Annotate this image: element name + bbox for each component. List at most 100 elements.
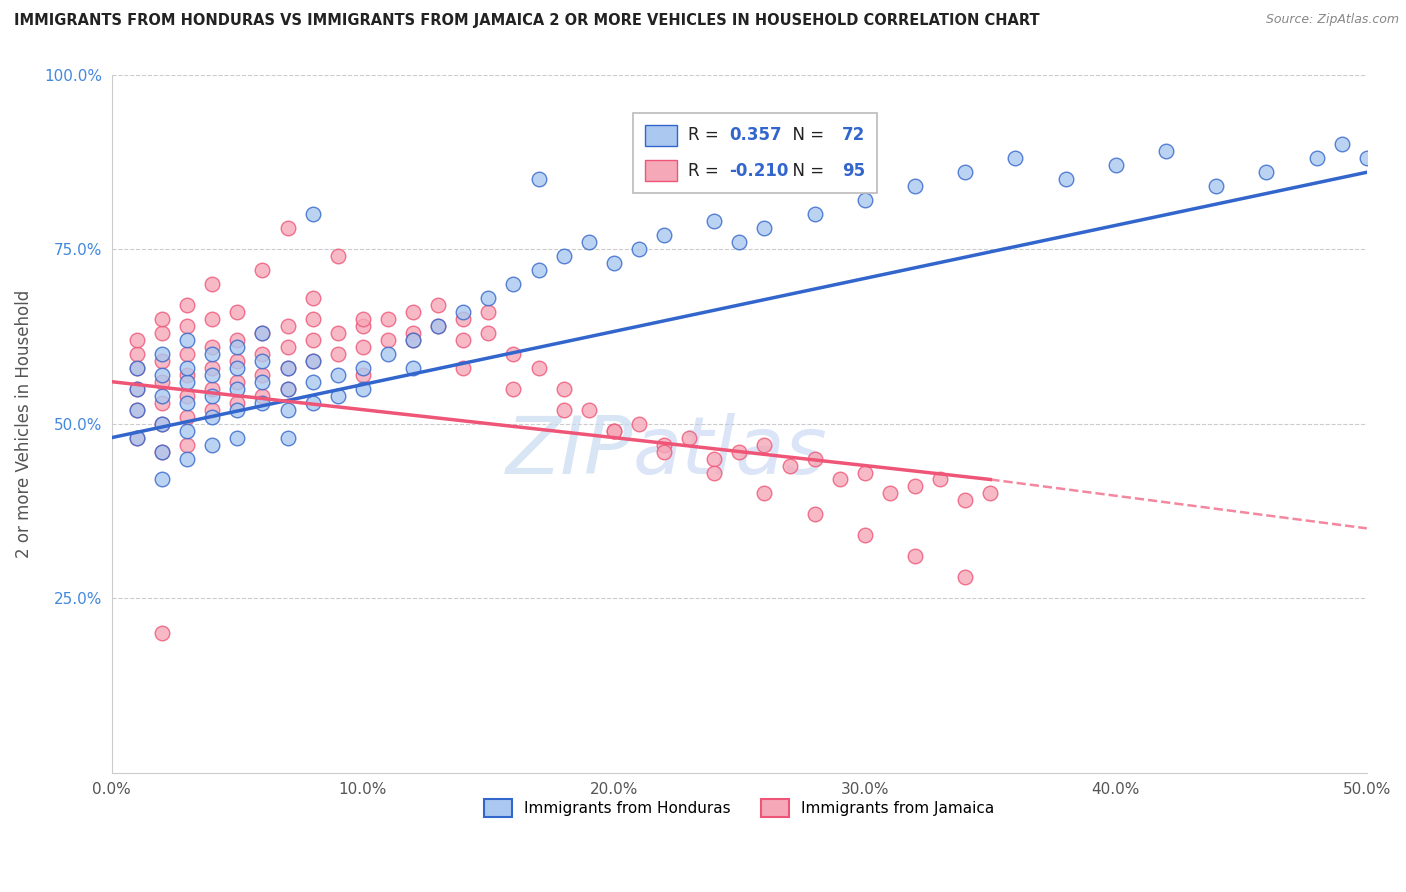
Point	[201, 437, 224, 451]
Point	[176, 360, 198, 375]
Point	[603, 424, 626, 438]
Point	[652, 444, 675, 458]
Point	[277, 221, 299, 235]
Point	[502, 277, 524, 291]
Point	[1355, 151, 1378, 165]
Point	[728, 444, 751, 458]
Point	[176, 424, 198, 438]
Point	[703, 214, 725, 228]
Point	[301, 353, 323, 368]
Text: N =: N =	[782, 127, 830, 145]
Point	[201, 402, 224, 417]
Point	[803, 207, 825, 221]
Point	[226, 340, 249, 354]
Point	[1105, 158, 1128, 172]
Text: Source: ZipAtlas.com: Source: ZipAtlas.com	[1265, 13, 1399, 27]
Point	[252, 347, 274, 361]
Point	[427, 318, 450, 333]
Text: N =: N =	[782, 161, 830, 179]
Y-axis label: 2 or more Vehicles in Household: 2 or more Vehicles in Household	[15, 290, 32, 558]
Point	[853, 466, 876, 480]
Point	[803, 508, 825, 522]
Point	[150, 473, 173, 487]
Point	[226, 333, 249, 347]
Point	[226, 395, 249, 409]
Point	[955, 165, 977, 179]
Point	[703, 466, 725, 480]
Point	[252, 389, 274, 403]
Point	[226, 431, 249, 445]
FancyBboxPatch shape	[645, 161, 676, 181]
Point	[553, 249, 575, 263]
Point	[477, 291, 499, 305]
Point	[201, 409, 224, 424]
Point	[201, 368, 224, 382]
Point	[252, 375, 274, 389]
Point	[904, 549, 927, 564]
Point	[226, 382, 249, 396]
Point	[176, 451, 198, 466]
Point	[451, 333, 474, 347]
Point	[301, 291, 323, 305]
Point	[125, 402, 148, 417]
Point	[527, 172, 550, 186]
Point	[1154, 145, 1177, 159]
Point	[176, 375, 198, 389]
Point	[301, 395, 323, 409]
Point	[150, 375, 173, 389]
Point	[277, 402, 299, 417]
Point	[201, 360, 224, 375]
Point	[502, 347, 524, 361]
Point	[754, 437, 776, 451]
Point	[904, 479, 927, 493]
Point	[125, 402, 148, 417]
Point	[301, 207, 323, 221]
Point	[427, 318, 450, 333]
Point	[652, 437, 675, 451]
Point	[352, 312, 374, 326]
Point	[427, 298, 450, 312]
Point	[277, 360, 299, 375]
Text: 72: 72	[842, 127, 866, 145]
Point	[125, 431, 148, 445]
Point	[603, 256, 626, 270]
Point	[301, 353, 323, 368]
Point	[150, 312, 173, 326]
Point	[125, 360, 148, 375]
Point	[377, 312, 399, 326]
Point	[226, 375, 249, 389]
Point	[150, 326, 173, 340]
Text: -0.210: -0.210	[730, 161, 789, 179]
Point	[502, 382, 524, 396]
Point	[402, 305, 425, 319]
Point	[150, 417, 173, 431]
Point	[853, 528, 876, 542]
Point	[226, 305, 249, 319]
Point	[301, 312, 323, 326]
Point	[853, 193, 876, 207]
Point	[377, 347, 399, 361]
Point	[150, 368, 173, 382]
Point	[553, 382, 575, 396]
Point	[678, 431, 700, 445]
Point	[252, 353, 274, 368]
Point	[754, 486, 776, 500]
Point	[955, 570, 977, 584]
Point	[226, 402, 249, 417]
Point	[150, 353, 173, 368]
Point	[277, 382, 299, 396]
Point	[527, 360, 550, 375]
Point	[1305, 151, 1327, 165]
Point	[176, 389, 198, 403]
Point	[176, 298, 198, 312]
Point	[125, 347, 148, 361]
Point	[176, 333, 198, 347]
Point	[326, 249, 349, 263]
Point	[326, 389, 349, 403]
Point	[904, 179, 927, 194]
Point	[176, 409, 198, 424]
Text: R =: R =	[688, 127, 724, 145]
Point	[955, 493, 977, 508]
Point	[125, 333, 148, 347]
Point	[879, 486, 901, 500]
